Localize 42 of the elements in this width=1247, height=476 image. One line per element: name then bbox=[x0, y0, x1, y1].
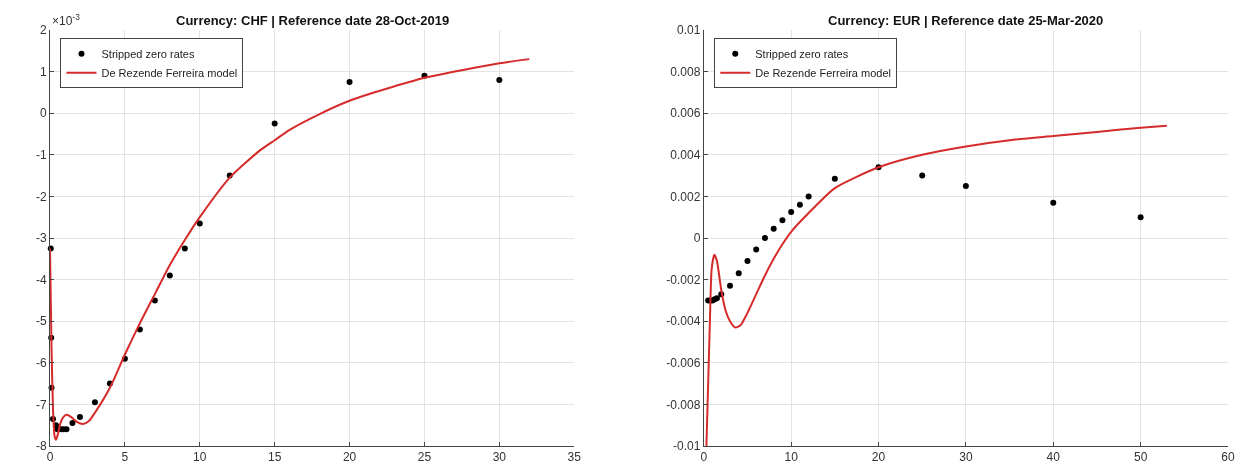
legend-label: De Rezende Ferreira model bbox=[755, 67, 892, 80]
x-tick-label: 10 bbox=[784, 450, 799, 465]
chart-title: Currency: CHF | Reference date 28-Oct-2019 bbox=[176, 13, 450, 28]
x-tick-label: 50 bbox=[1133, 450, 1148, 465]
legend-label: De Rezende Ferreira model bbox=[101, 67, 238, 80]
y-tick-label: -7 bbox=[35, 397, 47, 412]
x-tick-label: 25 bbox=[417, 450, 432, 465]
y-tick-label: 0 bbox=[693, 231, 701, 246]
y-tick-label: -4 bbox=[35, 272, 47, 287]
y-tick-label: -1 bbox=[35, 148, 47, 162]
y-tick-label: 0.01 bbox=[677, 23, 701, 38]
x-tick-label: 20 bbox=[342, 450, 357, 465]
y-tick-label: -0.002 bbox=[666, 272, 701, 287]
y-tick-label: -2 bbox=[35, 189, 47, 204]
chart-title: Currency: EUR | Reference date 25-Mar-2020 bbox=[828, 13, 1104, 28]
y-tick-label: 0 bbox=[39, 106, 47, 121]
legend-label: Stripped zero rates bbox=[101, 48, 195, 61]
x-tick-label: 35 bbox=[567, 450, 582, 465]
x-tick-label: 15 bbox=[267, 450, 282, 465]
y-tick-label: -0.01 bbox=[673, 439, 701, 454]
x-tick-label: 30 bbox=[492, 450, 507, 465]
y-tick-label: -3 bbox=[35, 231, 47, 246]
x-tick-label: 5 bbox=[121, 450, 129, 465]
x-tick-label: 40 bbox=[1046, 450, 1061, 465]
x-tick-label: 10 bbox=[193, 450, 207, 465]
y-tick-label: -5 bbox=[35, 314, 47, 329]
y-tick-label: 0.002 bbox=[670, 189, 701, 204]
text: ×10$^{-3}$ bbox=[52, 12, 81, 29]
y-tick-label: 2 bbox=[39, 23, 47, 38]
y-tick-label: 0.008 bbox=[670, 64, 701, 79]
x-tick-label: 30 bbox=[959, 450, 973, 465]
y-tick-label: -6 bbox=[35, 356, 47, 370]
legend-label: Stripped zero rates bbox=[755, 48, 849, 61]
y-tick-label: -8 bbox=[35, 439, 47, 454]
y-tick-label: 0.006 bbox=[670, 106, 701, 121]
x-tick-label: 60 bbox=[1221, 450, 1235, 465]
y-tick-label: -0.006 bbox=[666, 356, 701, 370]
y-tick-label: -0.004 bbox=[666, 314, 701, 329]
x-tick-label: 20 bbox=[871, 450, 886, 465]
y-tick-label: -0.008 bbox=[666, 397, 701, 412]
y-tick-label: 1 bbox=[39, 64, 47, 79]
y-tick-label: 0.004 bbox=[670, 148, 701, 162]
